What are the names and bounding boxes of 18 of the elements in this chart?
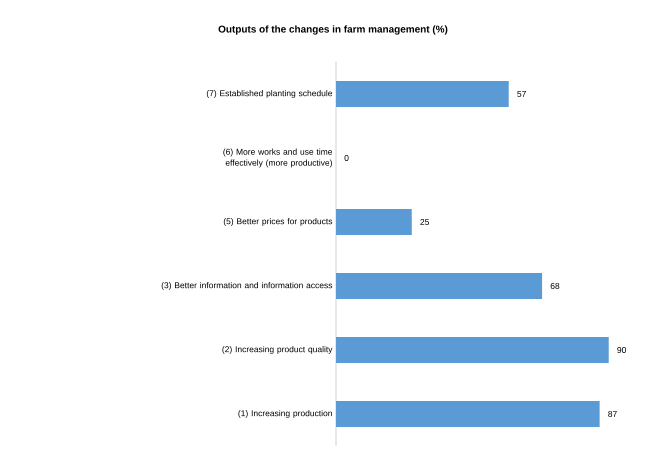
data-label: 90	[617, 347, 626, 353]
data-label: 25	[420, 219, 430, 225]
bar	[336, 336, 609, 363]
data-label: 87	[608, 411, 617, 417]
y-tick-label: (6) More works and use time effectively (more productive)	[223, 148, 332, 168]
y-tick-label: (3) Better information and information access	[162, 282, 332, 290]
data-label: 0	[344, 155, 349, 161]
data-label: 57	[517, 91, 526, 97]
bar	[336, 272, 542, 299]
bar	[336, 80, 509, 107]
y-tick-label: (5) Better prices for products	[224, 218, 332, 226]
data-label: 68	[550, 283, 560, 289]
bar	[336, 208, 412, 235]
y-tick-label: (1) Increasing production	[238, 410, 332, 418]
chart-title: Outputs of the changes in farm management (%)	[218, 25, 448, 35]
y-tick-label: (2) Increasing product quality	[222, 346, 332, 354]
bar	[336, 400, 600, 427]
y-tick-label: (7) Established planting schedule	[206, 90, 332, 98]
